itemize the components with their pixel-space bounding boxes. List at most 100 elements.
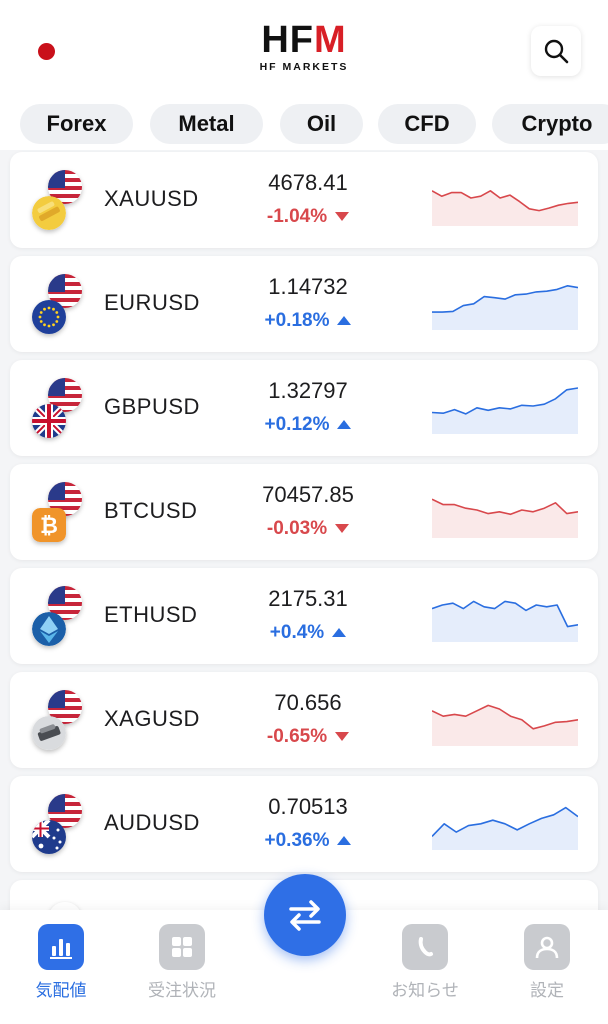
change-value: -1.04% [228,206,388,228]
au-flag-icon [32,820,66,854]
us-flag-icon [48,690,82,724]
price-value: 2175.31 [268,586,348,611]
logo-text-m: M [314,19,347,61]
up-triangle-icon [337,836,352,846]
sparkline-chart [432,498,578,538]
down-triangle-icon [335,732,350,742]
price-value: 4678.41 [268,170,348,195]
symbol-label: EURUSD [104,290,200,315]
quote-row-btcusd[interactable]: ₿ BTCUSD 70457.85 -0.03% [10,464,598,560]
silver-coin-icon [32,716,66,750]
symbol-label: XAUUSD [104,186,199,211]
price-value: 70457.85 [262,482,354,507]
sparkline-area [432,807,578,850]
up-triangle-icon [337,316,352,326]
bitcoin-icon: ₿ [32,508,66,542]
sparkline-chart [432,600,578,642]
tab-cfd[interactable]: CFD [378,104,476,144]
change-percent: -1.04% [266,206,328,227]
tab-oil[interactable]: Oil [280,104,363,144]
uk-flag-icon [32,404,66,438]
change-value: -0.65% [228,726,388,748]
sparkline-chart [432,704,578,746]
sparkline-chart [432,806,578,850]
sparkline-area [432,705,578,746]
eu-flag-icon [32,300,66,334]
change-percent: +0.36% [264,830,330,851]
quote-row-audusd[interactable]: AUDUSD 0.70513 +0.36% [10,776,598,872]
red-dot-icon [38,43,55,60]
jp-flag-icon [48,902,82,910]
sparkline-chart [432,190,578,226]
symbol-label: AUDUSD [104,810,200,835]
change-percent: +0.12% [264,414,330,435]
sparkline-area [432,285,578,330]
user-icon [524,924,570,970]
search-icon [544,39,569,64]
nav-orders[interactable]: 受注状況 [137,924,227,1001]
change-value: +0.36% [228,830,388,852]
quote-row-eurusd[interactable]: EURUSD 1.14732 +0.18% [10,256,598,352]
market-category-tabs: Forex Metal Oil CFD Crypto [0,100,608,150]
hfm-logo: HFM HF MARKETS [246,20,362,78]
sparkline-area [432,190,578,226]
up-triangle-icon [332,628,347,638]
price-value: 1.14732 [268,274,348,299]
nav-notifications[interactable]: お知らせ [380,924,470,1001]
tab-forex[interactable]: Forex [20,104,133,144]
change-percent: -0.65% [266,726,328,747]
change-value: +0.18% [228,310,388,332]
sparkline-line [432,285,578,313]
bell-icon [402,924,448,970]
gold-coin-icon [32,196,66,230]
trade-fab-button[interactable] [264,874,346,956]
swap-arrows-icon [289,900,321,931]
sparkline-chart [432,387,578,434]
sparkline-line [432,498,578,516]
change-value: +0.4% [228,622,388,644]
change-value: +0.12% [228,414,388,436]
change-percent: +0.4% [269,622,325,643]
quote-row-ethusd[interactable]: ETHUSD 2175.31 +0.4% [10,568,598,664]
sparkline-line [432,600,578,628]
symbol-label: BTCUSD [104,498,198,523]
sparkline-line [432,190,578,212]
quote-row-gbpusd[interactable]: GBPUSD 1.32797 +0.12% [10,360,598,456]
sparkline-line [432,387,578,415]
sparkline-chart [432,285,578,330]
us-flag-icon [48,794,82,828]
logo-text-main: HF [261,19,314,61]
app-header: HFM HF MARKETS [0,0,608,100]
down-triangle-icon [335,524,350,534]
sparkline-area [432,388,578,434]
nav-settings[interactable]: 設定 [502,924,592,1001]
sparkline-line [432,704,578,730]
logo-text: HFM [246,20,362,60]
price-value: 0.70513 [268,794,348,819]
nav-label: お知らせ [391,981,459,1000]
symbol-label: ETHUSD [104,602,198,627]
price-value: 1.32797 [268,378,348,403]
quote-list: XAUUSD 4678.41 -1.04% EURUSD 1.14732 +0.… [0,150,608,910]
quote-row-xagusd[interactable]: XAGUSD 70.656 -0.65% [10,672,598,768]
tab-metal[interactable]: Metal [150,104,263,144]
search-button[interactable] [531,26,581,76]
symbol-label: XAGUSD [104,706,200,731]
change-value: -0.03% [228,518,388,540]
quote-row-xauusd[interactable]: XAUUSD 4678.41 -1.04% [10,152,598,248]
chart-bars-icon [38,924,84,970]
nav-label: 設定 [530,981,564,1000]
nav-quotes[interactable]: 気配値 [16,924,106,1001]
nav-label: 受注状況 [148,981,216,1000]
svg-text:₿: ₿ [40,514,58,539]
logo-subtext: HF MARKETS [259,61,349,73]
sparkline-line [432,806,578,837]
nav-label: 気配値 [35,981,87,1000]
change-percent: +0.18% [264,310,330,331]
ethereum-icon [32,612,66,646]
change-percent: -0.03% [266,518,328,539]
down-triangle-icon [335,212,350,222]
up-triangle-icon [337,420,352,430]
sparkline-area [432,601,578,642]
tab-crypto[interactable]: Crypto [492,104,608,144]
